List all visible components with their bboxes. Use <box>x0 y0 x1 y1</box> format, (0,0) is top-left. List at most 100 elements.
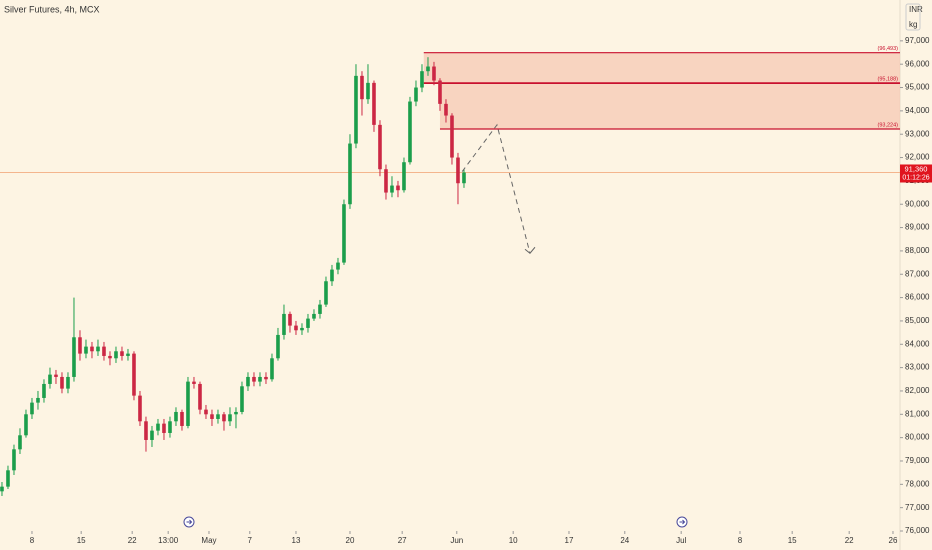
candle-body <box>360 75 364 100</box>
candle-body <box>336 262 340 270</box>
y-tick-label: 78,000 <box>905 479 930 488</box>
candle-body <box>108 355 112 359</box>
candle-body <box>66 376 70 389</box>
x-tick-label: 27 <box>398 536 407 545</box>
candle-body <box>408 101 412 163</box>
candle-body <box>270 358 274 380</box>
candle-body <box>114 351 118 359</box>
candle-body <box>30 402 34 415</box>
event-icon[interactable] <box>183 516 195 528</box>
y-tick-label: 92,000 <box>905 153 930 162</box>
y-tick-label: 80,000 <box>905 433 930 442</box>
x-tick-label: Jun <box>450 536 463 545</box>
countdown: 01:12:26 <box>902 174 929 181</box>
x-tick-label: 17 <box>565 536 574 545</box>
candle-body <box>84 346 88 354</box>
candle-body <box>96 346 100 352</box>
candle-body <box>18 435 22 450</box>
y-tick-label: 90,000 <box>905 199 930 208</box>
candle-body <box>162 423 166 433</box>
candle-body <box>390 185 394 193</box>
candle-body <box>180 411 184 426</box>
candle-body <box>438 80 442 104</box>
level-label: (95,188) <box>878 77 899 83</box>
x-tick-label: May <box>201 536 216 545</box>
candle-body <box>420 71 424 88</box>
chart-title: Silver Futures, 4h, MCX <box>4 4 100 14</box>
y-tick-label: 84,000 <box>905 339 930 348</box>
price-label: 91,360 <box>905 164 928 173</box>
candle-body <box>396 185 400 191</box>
candle-body <box>120 351 124 356</box>
y-tick-label: 97,000 <box>905 36 930 45</box>
y-tick-label: 95,000 <box>905 83 930 92</box>
y-tick-label: 76,000 <box>905 526 930 535</box>
candle-body <box>36 397 40 403</box>
x-tick-label: 13:00 <box>158 536 179 545</box>
candle-body <box>174 411 178 422</box>
candle-body <box>276 334 280 359</box>
candle-body <box>126 353 130 356</box>
candle-body <box>216 414 220 419</box>
candle-body <box>348 143 352 205</box>
unit-box <box>905 3 921 31</box>
candle-body <box>384 169 388 193</box>
y-tick-label: 77,000 <box>905 503 930 512</box>
candle-body <box>324 281 328 305</box>
candle-body <box>426 66 430 72</box>
y-tick-label: 81,000 <box>905 409 930 418</box>
event-arrow <box>186 519 193 525</box>
candle-body <box>90 346 94 352</box>
x-tick-label: 22 <box>845 536 854 545</box>
x-tick-label: 10 <box>509 536 518 545</box>
x-tick-label: 15 <box>77 536 86 545</box>
level-label: (96,493) <box>878 46 899 52</box>
candle-body <box>54 374 58 377</box>
candle-body <box>150 430 154 440</box>
y-tick-label: 87,000 <box>905 269 930 278</box>
candle-body <box>168 421 172 433</box>
x-tick-label: 8 <box>738 536 743 545</box>
candle-body <box>24 414 28 436</box>
currency: INR <box>909 5 923 14</box>
candle-body <box>240 386 244 412</box>
candle-body <box>42 383 46 398</box>
candle-body <box>300 327 304 331</box>
candle-body <box>228 414 232 422</box>
candle-body <box>60 376 64 389</box>
x-tick-label: 20 <box>346 536 355 545</box>
candle-body <box>0 486 4 492</box>
y-tick-label: 88,000 <box>905 246 930 255</box>
candle-body <box>252 376 256 382</box>
candle-body <box>354 75 358 144</box>
candle-body <box>414 87 418 102</box>
candle-body <box>204 409 208 415</box>
candle-body <box>144 421 148 440</box>
x-tick-label: Jul <box>676 536 686 545</box>
candle-body <box>186 381 190 426</box>
price-box <box>900 164 932 183</box>
unit: kg <box>909 20 917 29</box>
candle-body <box>246 376 250 387</box>
level-label: (93,224) <box>878 122 899 128</box>
candle-body <box>234 411 238 415</box>
y-tick-label: 93,000 <box>905 129 930 138</box>
candle-body <box>456 157 460 184</box>
event-icon[interactable] <box>676 516 688 528</box>
candle-body <box>402 162 406 191</box>
candle-body <box>138 395 142 422</box>
candle-body <box>102 346 106 356</box>
x-tick-label: 7 <box>248 536 253 545</box>
candle-body <box>366 82 370 100</box>
candle-body <box>306 318 310 328</box>
candle-body <box>372 82 376 125</box>
x-tick-label: 24 <box>620 536 629 545</box>
candle-body <box>264 376 268 380</box>
y-tick-label: 83,000 <box>905 363 930 372</box>
zone <box>439 83 900 129</box>
candle-body <box>432 66 436 81</box>
y-tick-label: 85,000 <box>905 316 930 325</box>
candle-body <box>156 423 160 431</box>
candle-body <box>378 124 382 170</box>
